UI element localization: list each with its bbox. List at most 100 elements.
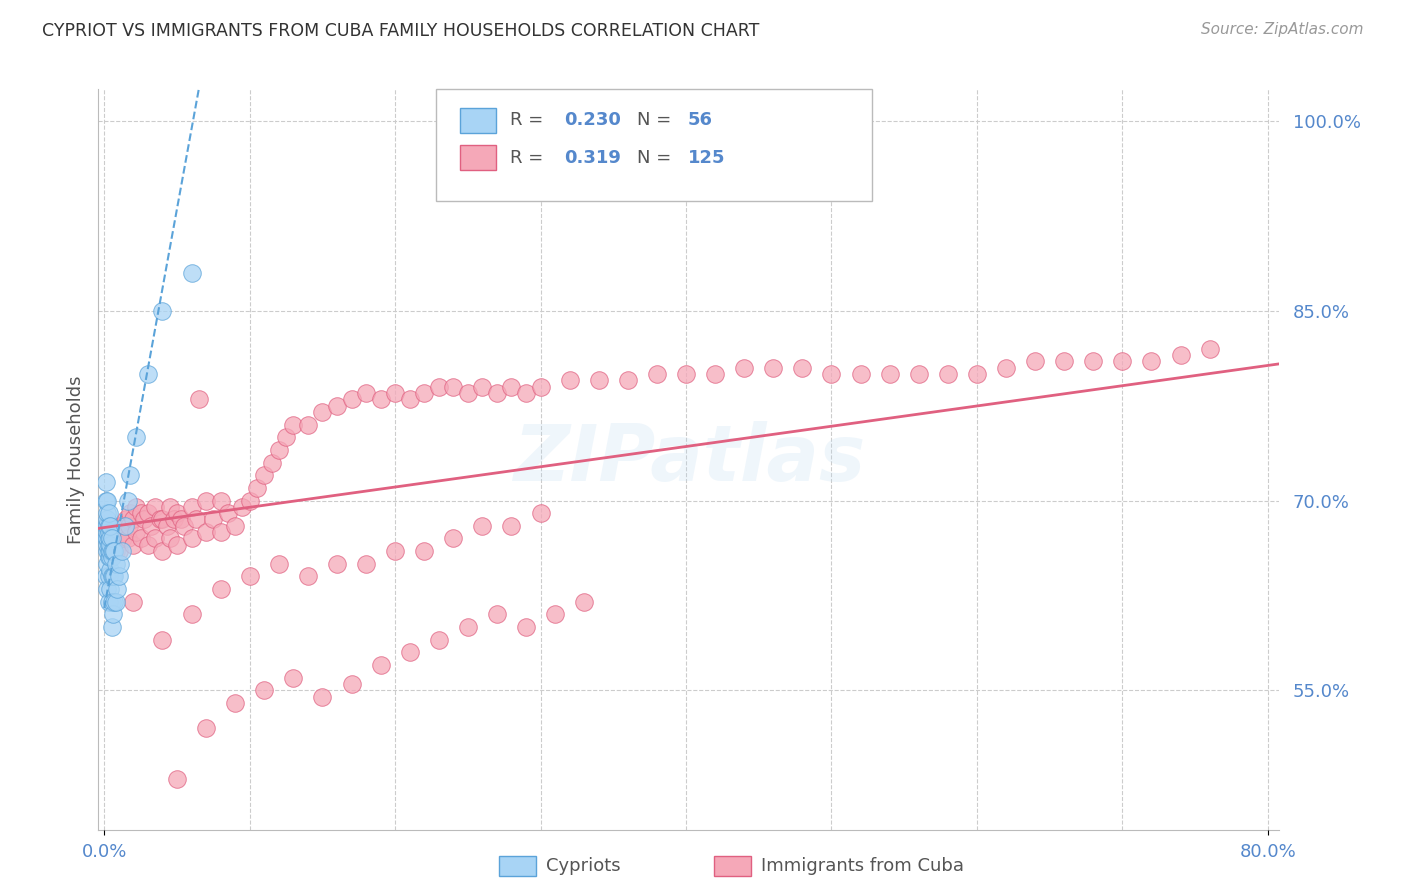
Point	[907, 367, 929, 381]
Point	[239, 493, 262, 508]
Point	[125, 525, 148, 540]
Point	[94, 493, 117, 508]
Point	[120, 506, 142, 520]
Point	[122, 595, 145, 609]
Point	[879, 367, 901, 381]
Point	[101, 544, 124, 558]
Point	[136, 538, 159, 552]
Point	[98, 538, 121, 552]
Point	[995, 360, 1018, 375]
Point	[792, 360, 814, 375]
Point	[103, 595, 125, 609]
Point	[107, 518, 129, 533]
Point	[501, 379, 523, 393]
Point	[98, 550, 121, 565]
Point	[231, 500, 253, 514]
Point	[103, 569, 125, 583]
Point	[98, 544, 121, 558]
Point	[101, 607, 124, 622]
Point	[311, 690, 333, 704]
Point	[118, 518, 141, 533]
Point	[103, 544, 125, 558]
Point	[96, 582, 118, 596]
Point	[97, 532, 120, 546]
Point	[267, 557, 290, 571]
Point	[558, 373, 581, 387]
Point	[209, 525, 232, 540]
Point	[297, 417, 319, 432]
Point	[97, 518, 120, 533]
Point	[107, 544, 129, 558]
Point	[122, 512, 145, 526]
Point	[94, 569, 117, 583]
Point	[166, 772, 188, 786]
Point	[97, 550, 120, 565]
Point	[398, 392, 420, 407]
Point	[114, 518, 136, 533]
Point	[98, 518, 121, 533]
Text: CYPRIOT VS IMMIGRANTS FROM CUBA FAMILY HOUSEHOLDS CORRELATION CHART: CYPRIOT VS IMMIGRANTS FROM CUBA FAMILY H…	[42, 22, 759, 40]
Point	[529, 506, 551, 520]
Point	[159, 532, 181, 546]
Point	[148, 512, 170, 526]
Text: R =: R =	[510, 149, 550, 167]
Point	[180, 607, 202, 622]
Point	[1198, 342, 1220, 356]
Point	[125, 430, 148, 444]
Point	[588, 373, 610, 387]
Point	[224, 696, 246, 710]
Point	[184, 512, 207, 526]
Point	[501, 518, 523, 533]
Point	[100, 518, 122, 533]
Point	[1083, 354, 1105, 368]
Point	[94, 475, 117, 489]
Text: 125: 125	[688, 149, 725, 167]
Point	[111, 525, 134, 540]
Point	[370, 392, 392, 407]
Point	[515, 620, 537, 634]
Point	[117, 532, 139, 546]
Point	[96, 532, 118, 546]
Point	[311, 405, 333, 419]
Point	[97, 569, 120, 583]
Point	[173, 518, 195, 533]
Point	[122, 538, 145, 552]
Point	[441, 379, 464, 393]
Point	[136, 506, 159, 520]
Text: ZIPatlas: ZIPatlas	[513, 421, 865, 498]
Point	[340, 392, 363, 407]
Point	[762, 360, 785, 375]
Point	[202, 512, 225, 526]
Point	[139, 518, 162, 533]
Point	[125, 500, 148, 514]
Text: Immigrants from Cuba: Immigrants from Cuba	[761, 857, 963, 875]
Point	[849, 367, 872, 381]
Y-axis label: Family Households: Family Households	[66, 376, 84, 543]
Point	[132, 512, 155, 526]
Text: N =: N =	[637, 149, 676, 167]
Point	[340, 677, 363, 691]
Point	[100, 532, 122, 546]
Point	[457, 386, 479, 401]
Point	[354, 557, 377, 571]
Point	[156, 518, 179, 533]
Point	[217, 506, 239, 520]
Point	[515, 386, 537, 401]
Point	[152, 544, 174, 558]
Point	[427, 632, 450, 647]
Point	[105, 532, 128, 546]
Point	[107, 569, 129, 583]
Point	[413, 386, 436, 401]
Text: Cypriots: Cypriots	[546, 857, 620, 875]
Point	[114, 518, 136, 533]
Point	[94, 518, 117, 533]
Point	[152, 632, 174, 647]
Text: 0.230: 0.230	[564, 112, 620, 129]
Point	[105, 582, 128, 596]
Point	[1024, 354, 1046, 368]
Point	[326, 399, 349, 413]
Point	[260, 456, 283, 470]
Point	[100, 569, 122, 583]
Point	[170, 512, 193, 526]
Point	[1111, 354, 1133, 368]
